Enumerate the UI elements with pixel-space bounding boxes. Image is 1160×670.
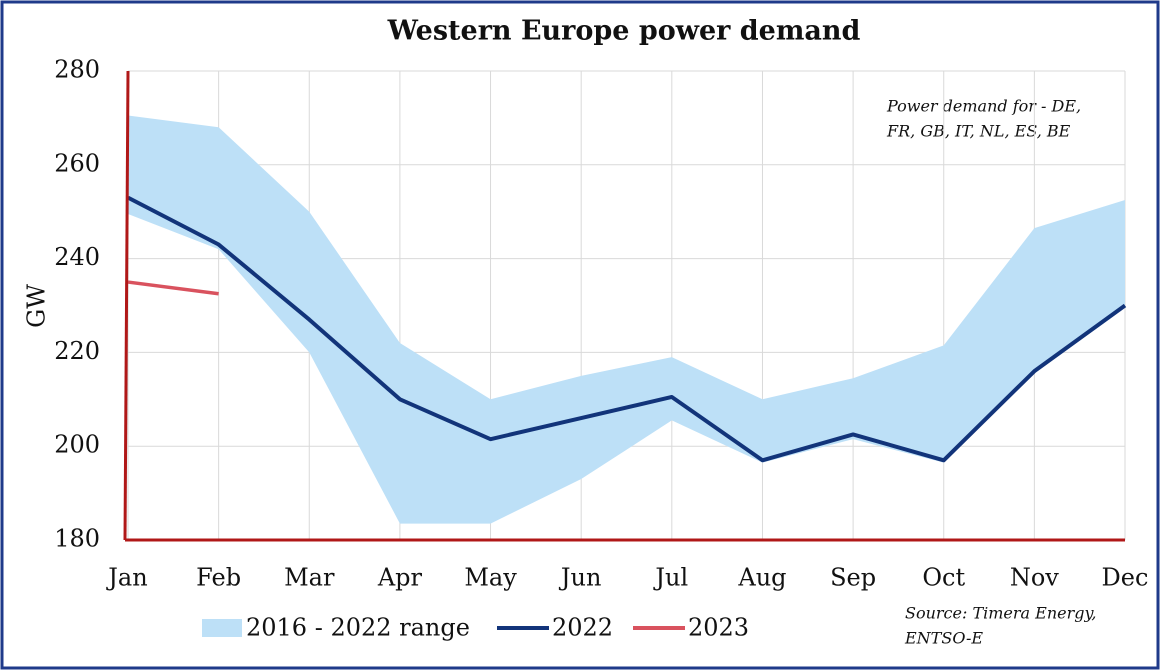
x-tick-label: Sep <box>830 564 876 592</box>
y-axis <box>123 70 130 541</box>
legend-label: 2023 <box>688 614 749 642</box>
source: ENTSO-E <box>904 629 983 648</box>
chart-title: Western Europe power demand <box>387 16 861 47</box>
y-tick-label: 220 <box>54 337 100 365</box>
y-tick-label: 280 <box>54 56 100 84</box>
x-tick-label: Feb <box>196 564 241 592</box>
legend-label: 2022 <box>552 614 613 642</box>
x-tick-label: Dec <box>1102 564 1149 592</box>
x-tick-label: Oct <box>922 564 965 592</box>
range-band <box>128 115 1125 524</box>
y-tick-label: 260 <box>54 149 100 177</box>
x-tick-label: Jan <box>105 564 147 592</box>
x-tick-label: Jul <box>652 564 688 592</box>
legend-label: 2016 - 2022 range <box>246 614 470 642</box>
x-tick-label: Nov <box>1010 564 1059 592</box>
y-tick-label: 180 <box>54 525 100 553</box>
y-axis-label: GW <box>23 284 51 328</box>
x-tick-label: Jun <box>558 564 602 592</box>
y-tick-label: 240 <box>54 243 100 271</box>
y-tick-label: 200 <box>54 431 100 459</box>
line <box>127 280 219 296</box>
x-tick-label: Apr <box>377 564 423 592</box>
source: Source: Timera Energy, <box>905 604 1097 623</box>
line <box>127 195 1127 463</box>
x-tick-label: May <box>464 564 517 592</box>
annotation: Power demand for - DE, <box>886 97 1081 116</box>
legend-swatch <box>202 619 242 637</box>
x-tick-label: Mar <box>284 564 335 592</box>
annotation: FR, GB, IT, NL, ES, BE <box>886 122 1071 141</box>
x-tick-label: Aug <box>737 564 786 592</box>
